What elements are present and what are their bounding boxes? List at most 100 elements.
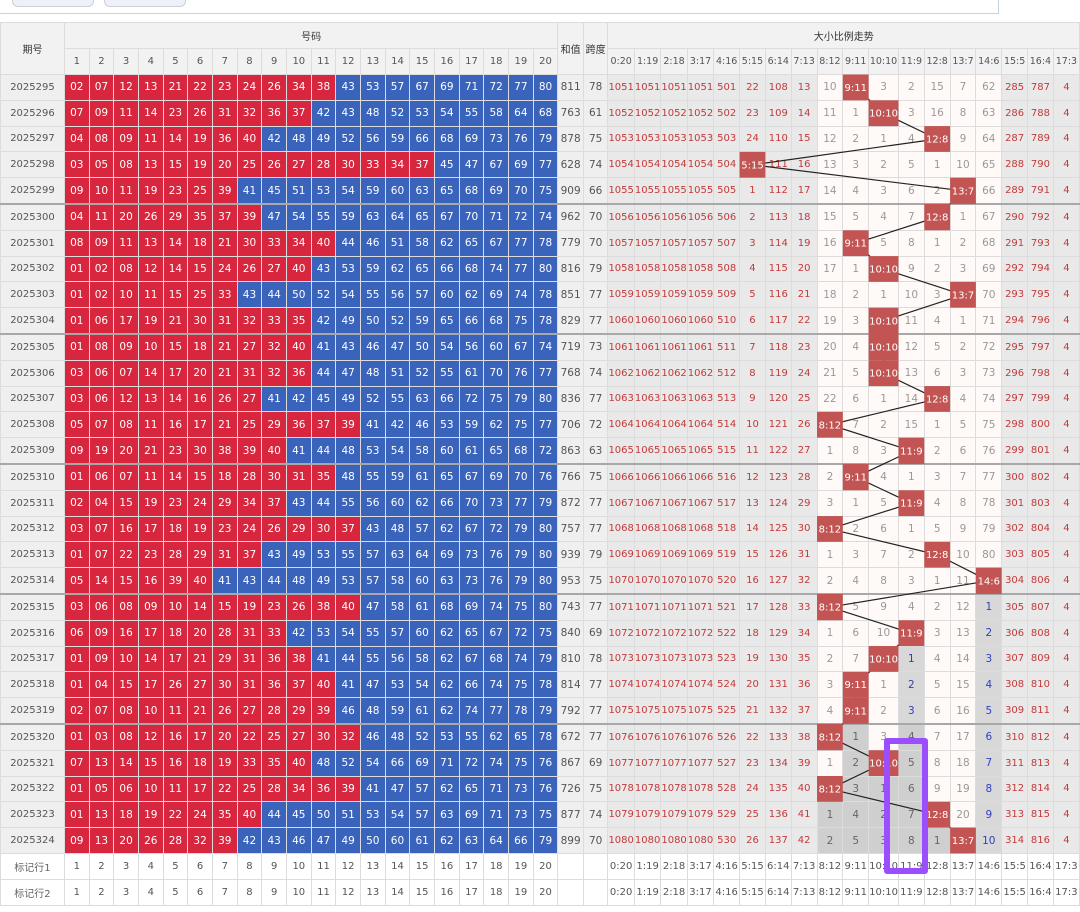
marker-trend-cell[interactable]: 16:4 xyxy=(1027,878,1054,906)
marker-trend-cell[interactable]: 4:16 xyxy=(713,852,741,880)
big-ball-cell: 54 xyxy=(384,437,411,465)
marker-number-cell[interactable]: 4 xyxy=(137,852,164,880)
marker-number-cell[interactable]: 12 xyxy=(335,852,361,880)
marker-trend-cell[interactable]: 15:5 xyxy=(1001,878,1029,906)
marker-number-cell[interactable]: 20 xyxy=(532,852,559,880)
marker-number-cell[interactable]: 1 xyxy=(63,878,90,906)
marker-number-cell[interactable]: 5 xyxy=(162,852,189,880)
marker-trend-cell[interactable]: 16:4 xyxy=(1027,852,1054,880)
marker-number-cell[interactable]: 10 xyxy=(285,878,312,906)
marker-trend-cell[interactable]: 8:12 xyxy=(816,878,844,906)
marker-number-cell[interactable]: 19 xyxy=(508,878,534,906)
marker-number-cell[interactable]: 15 xyxy=(409,878,435,906)
marker-trend-cell[interactable]: 6:14 xyxy=(764,852,792,880)
trend-miss-cell: 809 xyxy=(1027,645,1054,673)
marker-number-cell[interactable]: 18 xyxy=(483,852,510,880)
marker-number-cell[interactable]: 17 xyxy=(458,852,485,880)
trend-miss-cell: 798 xyxy=(1027,359,1054,387)
small-ball-cell: 27 xyxy=(285,151,312,179)
trend-miss-cell: 4 xyxy=(842,333,870,361)
marker-trend-cell[interactable]: 7:13 xyxy=(790,852,818,880)
trend-miss-cell: 509 xyxy=(713,281,741,309)
marker-number-cell[interactable]: 10 xyxy=(285,852,312,880)
marker-trend-cell[interactable]: 0:20 xyxy=(607,852,635,880)
marker-trend-cell[interactable]: 11:9 xyxy=(897,878,925,906)
trend-col-header: 15:5 xyxy=(1001,48,1029,75)
marker-number-cell[interactable]: 14 xyxy=(384,878,411,906)
marker-trend-cell[interactable]: 3:17 xyxy=(686,878,715,906)
marker-trend-cell[interactable]: 12:8 xyxy=(923,852,951,880)
trend-miss-cell: 1 xyxy=(868,125,899,153)
marker-number-cell[interactable]: 11 xyxy=(310,852,337,880)
marker-trend-cell[interactable]: 17:3 xyxy=(1052,878,1080,906)
marker-number-cell[interactable]: 1 xyxy=(63,852,90,880)
marker-number-cell[interactable]: 16 xyxy=(434,878,460,906)
trend-hit-cell: 12:8 xyxy=(923,385,951,413)
big-ball-cell: 61 xyxy=(458,359,485,387)
marker-trend-cell[interactable]: 12:8 xyxy=(923,878,951,906)
big-ball-cell: 41 xyxy=(359,775,386,803)
marker-number-cell[interactable]: 5 xyxy=(162,878,189,906)
marker-trend-cell[interactable]: 13:7 xyxy=(949,852,977,880)
marker-number-cell[interactable]: 18 xyxy=(483,878,510,906)
marker-trend-cell[interactable]: 0:20 xyxy=(607,878,635,906)
big-ball-cell: 66 xyxy=(434,385,460,413)
marker-trend-cell[interactable]: 5:15 xyxy=(739,852,766,880)
marker-number-cell[interactable]: 3 xyxy=(113,852,139,880)
marker-number-cell[interactable]: 6 xyxy=(187,852,213,880)
marker-number-cell[interactable]: 20 xyxy=(532,878,559,906)
marker-trend-cell[interactable]: 3:17 xyxy=(686,852,715,880)
marker-trend-cell[interactable]: 9:11 xyxy=(842,852,870,880)
marker-trend-cell[interactable]: 14:6 xyxy=(975,878,1003,906)
marker-number-cell[interactable]: 8 xyxy=(236,878,263,906)
small-ball-cell: 11 xyxy=(162,775,189,803)
marker-number-cell[interactable]: 8 xyxy=(236,852,263,880)
marker-trend-cell[interactable]: 6:14 xyxy=(764,878,792,906)
marker-number-cell[interactable]: 3 xyxy=(113,878,139,906)
marker-number-cell[interactable]: 14 xyxy=(384,852,411,880)
marker-trend-cell[interactable]: 17:3 xyxy=(1052,852,1080,880)
marker-number-cell[interactable]: 9 xyxy=(261,852,287,880)
trend-miss-cell: 6 xyxy=(842,619,870,647)
marker-number-cell[interactable]: 15 xyxy=(409,852,435,880)
marker-trend-cell[interactable]: 13:7 xyxy=(949,878,977,906)
marker-number-cell[interactable]: 2 xyxy=(88,852,115,880)
marker-number-cell[interactable]: 16 xyxy=(434,852,460,880)
marker-number-cell[interactable]: 17 xyxy=(458,878,485,906)
marker-number-cell[interactable]: 7 xyxy=(211,852,238,880)
marker-trend-cell[interactable]: 8:12 xyxy=(816,852,844,880)
marker-number-cell[interactable]: 4 xyxy=(137,878,164,906)
marker-trend-cell[interactable]: 7:13 xyxy=(790,878,818,906)
marker-number-cell[interactable]: 13 xyxy=(359,852,386,880)
marker-trend-cell[interactable]: 15:5 xyxy=(1001,852,1029,880)
big-ball-cell: 55 xyxy=(310,203,337,231)
marker-trend-cell[interactable]: 2:18 xyxy=(660,852,688,880)
marker-trend-cell[interactable]: 10:10 xyxy=(868,852,899,880)
toolbar-button-1[interactable] xyxy=(12,0,94,7)
trend-miss-cell: 1060 xyxy=(686,307,715,335)
trend-miss-cell: 1061 xyxy=(686,333,715,361)
marker-trend-cell[interactable]: 11:9 xyxy=(897,852,925,880)
marker-number-cell[interactable]: 12 xyxy=(335,878,361,906)
big-ball-cell: 68 xyxy=(508,437,534,465)
marker-trend-cell[interactable]: 1:19 xyxy=(633,852,662,880)
marker-number-cell[interactable]: 9 xyxy=(261,878,287,906)
trend-miss-cell: 4 xyxy=(1052,203,1080,231)
marker-trend-cell[interactable]: 14:6 xyxy=(975,852,1003,880)
marker-number-cell[interactable]: 13 xyxy=(359,878,386,906)
trend-miss-cell: 41 xyxy=(790,801,818,829)
marker-number-cell[interactable]: 7 xyxy=(211,878,238,906)
toolbar-button-2[interactable] xyxy=(104,0,186,7)
marker-trend-cell[interactable]: 2:18 xyxy=(660,878,688,906)
marker-number-cell[interactable]: 6 xyxy=(187,878,213,906)
marker-trend-cell[interactable]: 9:11 xyxy=(842,878,870,906)
marker-trend-cell[interactable]: 10:10 xyxy=(868,878,899,906)
marker-number-cell[interactable]: 11 xyxy=(310,878,337,906)
marker-trend-cell[interactable]: 1:19 xyxy=(633,878,662,906)
trend-miss-cell: 26 xyxy=(790,411,818,439)
trend-miss-cell: 22 xyxy=(739,74,766,101)
marker-number-cell[interactable]: 19 xyxy=(508,852,534,880)
marker-number-cell[interactable]: 2 xyxy=(88,878,115,906)
marker-trend-cell[interactable]: 4:16 xyxy=(713,878,741,906)
marker-trend-cell[interactable]: 5:15 xyxy=(739,878,766,906)
